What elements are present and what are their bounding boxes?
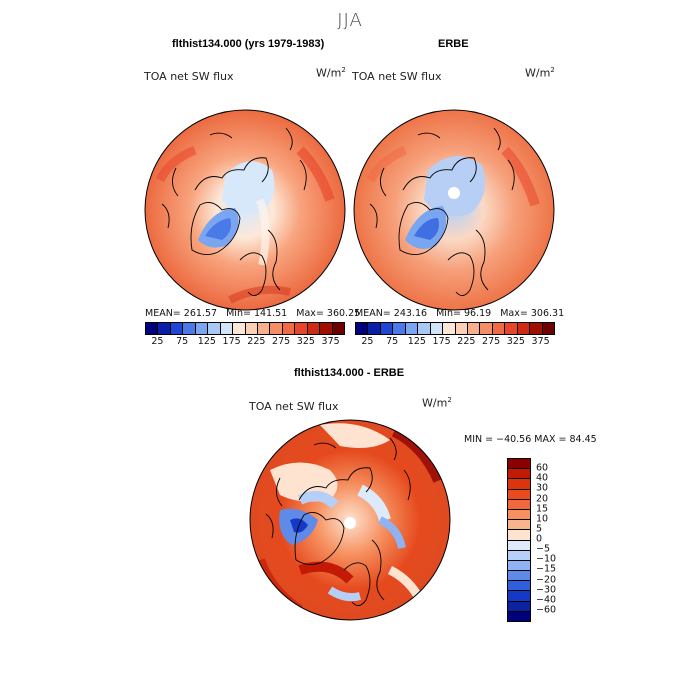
colorbar-level-label: 20 xyxy=(536,493,549,504)
colorbar-swatch xyxy=(530,323,543,334)
model-unit-label: W/m2 xyxy=(316,66,346,80)
colorbar-swatch xyxy=(505,323,518,334)
colorbar-level-label: −30 xyxy=(536,584,557,596)
colorbar-level-label: 30 xyxy=(536,482,549,494)
colorbar-level-label: −15 xyxy=(536,563,557,575)
colorbar-swatch xyxy=(508,571,530,582)
colorbar-swatch xyxy=(158,323,171,334)
colorbar-level-label: −40 xyxy=(536,594,557,606)
obs-colorbar xyxy=(355,322,555,335)
colorbar-swatch xyxy=(492,323,506,334)
colorbar-level-label: 60 xyxy=(536,462,549,474)
colorbar-tick-label: 25 xyxy=(151,336,164,347)
colorbar-swatch xyxy=(430,323,444,334)
colorbar-level-label: −10 xyxy=(536,553,557,565)
colorbar-swatch xyxy=(508,581,530,592)
colorbar-swatch xyxy=(508,611,530,621)
colorbar-swatch xyxy=(146,323,159,334)
colorbar-level-label: −60 xyxy=(536,604,557,616)
colorbar-tick-label: 325 xyxy=(506,336,525,347)
colorbar-swatch xyxy=(170,323,184,334)
diff-minmax: MIN = −40.56 MAX = 84.45 xyxy=(464,434,597,445)
model-variable-label: TOA net SW flux xyxy=(144,70,234,83)
colorbar-swatch xyxy=(332,323,344,334)
colorbar-swatch xyxy=(508,469,530,480)
colorbar-tick-label: 25 xyxy=(361,336,374,347)
obs-stats: MEAN= 243.16 Min= 96.19 Max= 306.31 xyxy=(355,308,565,319)
colorbar-swatch xyxy=(508,591,530,602)
colorbar-swatch xyxy=(508,550,530,561)
diff-polar-map xyxy=(250,420,450,620)
colorbar-tick-label: 225 xyxy=(247,336,266,347)
colorbar-tick-label: 275 xyxy=(272,336,291,347)
colorbar-tick-label: 375 xyxy=(321,336,340,347)
colorbar-swatch xyxy=(208,323,221,334)
diff-colorbar xyxy=(507,458,531,622)
diff-panel-title: flthist134.000 - ERBE xyxy=(294,367,405,379)
colorbar-tick-label: 275 xyxy=(482,336,501,347)
colorbar-tick-label: 225 xyxy=(457,336,476,347)
season-title: JJA xyxy=(337,10,363,31)
colorbar-swatch xyxy=(356,323,369,334)
colorbar-swatch xyxy=(480,323,493,334)
colorbar-tick-label: 175 xyxy=(222,336,241,347)
colorbar-swatch xyxy=(183,323,196,334)
colorbar-swatch xyxy=(508,479,530,490)
colorbar-swatch xyxy=(405,323,419,334)
diff-unit-label: W/m2 xyxy=(422,396,452,410)
colorbar-swatch xyxy=(220,323,234,334)
colorbar-swatch xyxy=(467,323,481,334)
diff-variable-label: TOA net SW flux xyxy=(249,400,339,413)
colorbar-level-label: 10 xyxy=(536,513,549,525)
colorbar-level-label: −5 xyxy=(536,543,551,555)
colorbar-tick-label: 125 xyxy=(407,336,426,347)
colorbar-level-label: −20 xyxy=(536,574,557,585)
colorbar-swatch xyxy=(443,323,456,334)
colorbar-swatch xyxy=(508,509,530,521)
obs-panel-title: ERBE xyxy=(438,38,469,50)
colorbar-swatch xyxy=(233,323,246,334)
model-polar-map xyxy=(145,110,345,310)
colorbar-swatch xyxy=(320,323,333,334)
colorbar-swatch xyxy=(508,601,530,612)
colorbar-swatch xyxy=(508,540,530,551)
colorbar-swatch xyxy=(508,489,530,500)
obs-polar-map xyxy=(354,110,554,310)
model-colorbar xyxy=(145,322,345,335)
model-stats: MEAN= 261.57 Min= 141.51 Max= 360.25 xyxy=(145,308,361,319)
colorbar-tick-label: 375 xyxy=(531,336,550,347)
colorbar-swatch xyxy=(307,323,321,334)
model-panel-title: flthist134.000 (yrs 1979-1983) xyxy=(172,38,325,50)
colorbar-swatch xyxy=(195,323,209,334)
colorbar-level-label: 0 xyxy=(536,533,543,545)
obs-variable-label: TOA net SW flux xyxy=(352,70,442,83)
colorbar-swatch xyxy=(517,323,531,334)
colorbar-swatch xyxy=(508,530,530,541)
colorbar-swatch xyxy=(380,323,394,334)
colorbar-swatch xyxy=(393,323,406,334)
colorbar-swatch xyxy=(257,323,271,334)
colorbar-level-label: 40 xyxy=(536,472,549,484)
colorbar-swatch xyxy=(368,323,381,334)
colorbar-swatch xyxy=(270,323,283,334)
colorbar-swatch xyxy=(508,560,530,572)
colorbar-swatch xyxy=(542,323,554,334)
colorbar-tick-label: 175 xyxy=(432,336,451,347)
colorbar-swatch xyxy=(418,323,431,334)
colorbar-tick-label: 75 xyxy=(386,336,399,347)
obs-unit-label: W/m2 xyxy=(525,66,555,80)
colorbar-level-label: 15 xyxy=(536,503,549,515)
colorbar-swatch xyxy=(282,323,296,334)
colorbar-swatch xyxy=(295,323,308,334)
colorbar-level-label: 5 xyxy=(536,523,543,535)
colorbar-swatch xyxy=(455,323,468,334)
colorbar-swatch xyxy=(508,459,530,470)
colorbar-swatch xyxy=(508,499,530,510)
colorbar-tick-label: 125 xyxy=(197,336,216,347)
colorbar-tick-label: 325 xyxy=(296,336,315,347)
colorbar-swatch xyxy=(508,520,530,531)
colorbar-swatch xyxy=(245,323,258,334)
colorbar-tick-label: 75 xyxy=(176,336,189,347)
